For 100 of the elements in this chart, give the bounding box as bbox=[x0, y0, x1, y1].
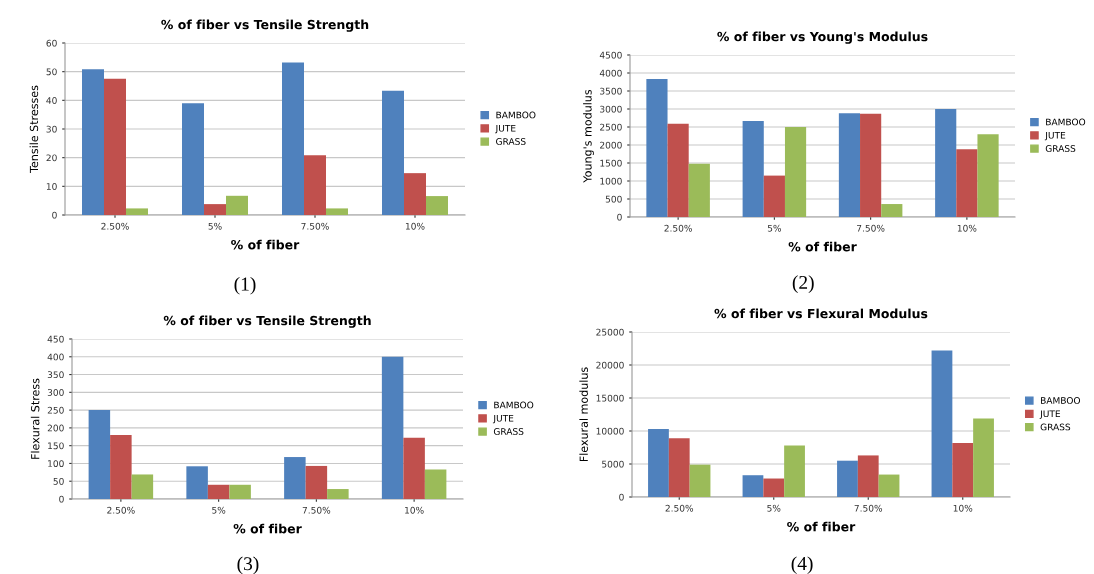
bar bbox=[784, 445, 805, 497]
x-axis-title: % of fiber bbox=[787, 521, 856, 532]
bar bbox=[952, 442, 974, 497]
y-tick-label: 300 bbox=[47, 389, 64, 396]
bar bbox=[186, 466, 208, 499]
x-tick-label: 10% bbox=[957, 224, 977, 232]
legend-label: GRASS bbox=[493, 428, 524, 435]
bar bbox=[226, 195, 248, 215]
legend-label: JUTE bbox=[1039, 410, 1061, 419]
y-tick-label: 2500 bbox=[600, 123, 622, 131]
y-tick-label: 30 bbox=[46, 125, 57, 133]
y-tick-label: 400 bbox=[47, 353, 64, 361]
x-tick-label: 7.50% bbox=[854, 504, 883, 512]
bar bbox=[88, 410, 111, 499]
y-tick-label: 10 bbox=[46, 183, 57, 190]
bar bbox=[860, 113, 882, 217]
y-tick-label: 0 bbox=[617, 213, 622, 221]
bar bbox=[207, 484, 230, 499]
y-tick-label: 3000 bbox=[600, 105, 622, 113]
bar bbox=[304, 155, 326, 215]
y-tick-label: 20000 bbox=[596, 361, 624, 369]
legend-label: GRASS bbox=[496, 138, 526, 145]
y-tick-label: 40 bbox=[46, 97, 57, 104]
y-tick-label: 0 bbox=[59, 495, 64, 503]
y-tick-label: 450 bbox=[47, 335, 64, 343]
y-tick-label: 3500 bbox=[600, 87, 622, 95]
bar bbox=[688, 163, 710, 217]
legend-label: GRASS bbox=[1040, 423, 1071, 431]
x-tick-label: 2.50% bbox=[107, 506, 135, 514]
bar bbox=[837, 460, 858, 497]
bar bbox=[763, 478, 785, 497]
bar bbox=[229, 484, 251, 499]
y-tick-label: 25000 bbox=[596, 328, 624, 336]
x-tick-label: 10% bbox=[405, 222, 425, 230]
bar bbox=[956, 149, 978, 217]
y-tick-label: 2000 bbox=[600, 141, 622, 149]
y-tick-label: 0 bbox=[52, 211, 57, 219]
bar bbox=[931, 350, 953, 497]
y-tick-label: 100 bbox=[48, 460, 64, 467]
x-axis-title: % of fiber bbox=[231, 239, 300, 250]
bar bbox=[648, 429, 669, 497]
x-tick-label: 2.50% bbox=[664, 224, 692, 232]
bar bbox=[667, 123, 689, 217]
bar bbox=[973, 418, 994, 497]
y-tick-label: 250 bbox=[47, 406, 64, 414]
bar bbox=[305, 465, 328, 499]
bar bbox=[284, 457, 306, 499]
y-axis-title: Tensile Stresses bbox=[29, 85, 39, 173]
bar bbox=[935, 109, 957, 217]
legend-label: BAMBOO bbox=[494, 401, 534, 409]
text: (3) bbox=[237, 556, 259, 574]
legend-label: JUTE bbox=[495, 124, 516, 134]
x-axis-title: % of fiber bbox=[788, 241, 857, 252]
y-axis-title: Flexural Stress bbox=[30, 378, 40, 459]
legend-label: GRASS bbox=[1045, 145, 1076, 152]
y-tick-label: 500 bbox=[605, 195, 622, 203]
y-tick-label: 60 bbox=[46, 39, 57, 47]
x-tick-label: 10% bbox=[953, 504, 973, 512]
bar bbox=[382, 90, 404, 215]
bar bbox=[104, 78, 126, 215]
x-tick-label: 5% bbox=[767, 504, 781, 512]
text: (4) bbox=[791, 556, 813, 574]
bar bbox=[742, 120, 764, 217]
bar bbox=[424, 469, 447, 499]
legend-label: JUTE bbox=[1044, 131, 1066, 141]
bar bbox=[327, 489, 349, 499]
text: (1) bbox=[234, 276, 256, 295]
bar bbox=[838, 113, 861, 217]
bar bbox=[182, 103, 204, 215]
x-tick-label: 7.50% bbox=[301, 222, 329, 230]
y-tick-label: 4500 bbox=[599, 51, 622, 59]
y-tick-label: 200 bbox=[47, 424, 64, 432]
y-tick-label: 10000 bbox=[596, 427, 624, 435]
bar bbox=[403, 437, 425, 499]
bar bbox=[668, 438, 690, 497]
legend-label: BAMBOO bbox=[1046, 118, 1086, 126]
legend-label: JUTE bbox=[492, 414, 514, 424]
y-tick-label: 15000 bbox=[596, 394, 624, 402]
bar bbox=[404, 173, 426, 215]
y-tick-label: 1000 bbox=[600, 177, 622, 185]
chart-title: % of fiber vs Tensile Strength bbox=[161, 19, 369, 32]
bar bbox=[131, 474, 154, 499]
x-tick-label: 2.50% bbox=[101, 222, 129, 230]
bar bbox=[282, 62, 304, 215]
chart-title: % of fiber vs Tensile Strength bbox=[163, 315, 371, 328]
x-tick-label: 7.50% bbox=[302, 506, 331, 514]
y-tick-label: 150 bbox=[48, 442, 64, 450]
bar bbox=[426, 196, 448, 215]
x-tick-label: 2.50% bbox=[665, 504, 694, 512]
x-tick-label: 5% bbox=[212, 506, 226, 514]
x-tick-label: 5% bbox=[767, 224, 782, 232]
y-tick-label: 5000 bbox=[602, 460, 624, 468]
bar bbox=[857, 455, 879, 497]
y-axis-title: Young's modulus bbox=[583, 89, 594, 183]
bar bbox=[689, 464, 711, 497]
y-tick-label: 20 bbox=[46, 154, 57, 162]
y-tick-label: 4000 bbox=[599, 69, 622, 77]
y-tick-label: 50 bbox=[46, 68, 57, 76]
bar bbox=[326, 208, 348, 215]
x-tick-label: 10% bbox=[405, 506, 424, 514]
